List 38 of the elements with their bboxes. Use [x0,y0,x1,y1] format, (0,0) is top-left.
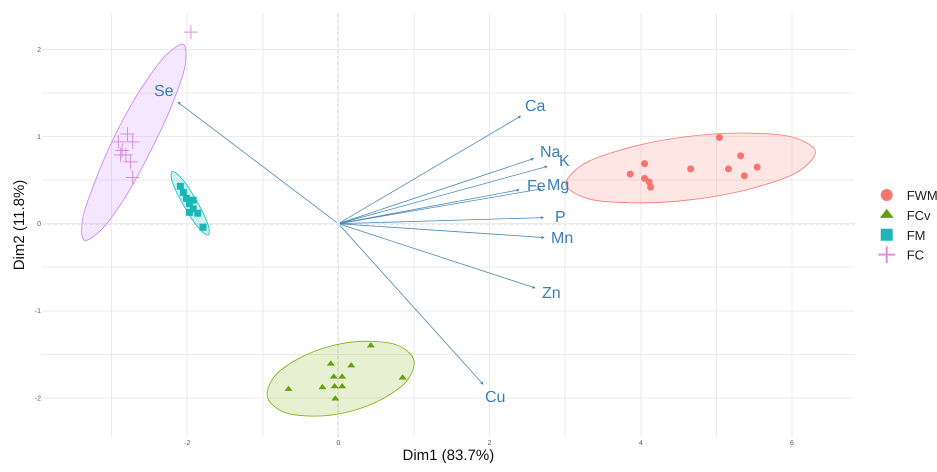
annotation: Se [154,83,174,100]
point [200,224,207,231]
legend-label: FC [906,248,924,263]
point [737,152,744,160]
annotation: Na [540,144,561,161]
annotation: K [559,153,570,170]
legend-label: FM [906,228,926,243]
point [176,182,184,190]
annotation: Mg [547,177,570,194]
point [716,134,723,141]
point [326,360,335,366]
point [724,165,732,172]
point [183,24,198,40]
point [641,174,648,182]
legend-label: FCv [906,208,932,223]
y-axis-title: Dim2 (11.8%) [11,180,28,270]
x-axis-title: Dim1 (83.7%) [402,447,494,464]
annotation: Cu [485,389,506,406]
point [190,196,197,204]
point [114,143,130,158]
point [398,374,407,380]
point [194,210,202,217]
point [338,373,346,379]
point [687,165,694,172]
point [330,373,338,379]
legend-label: FWM [906,188,937,204]
point [754,164,761,171]
point [641,160,648,168]
point [626,170,634,178]
point [647,184,654,191]
annotation: Mn [551,230,574,247]
annotation: P [555,209,566,226]
annotation: Zn [542,285,561,302]
point [180,188,187,196]
point [125,170,140,186]
annotation: Ca [525,98,546,115]
point [110,134,126,150]
point [740,172,748,180]
